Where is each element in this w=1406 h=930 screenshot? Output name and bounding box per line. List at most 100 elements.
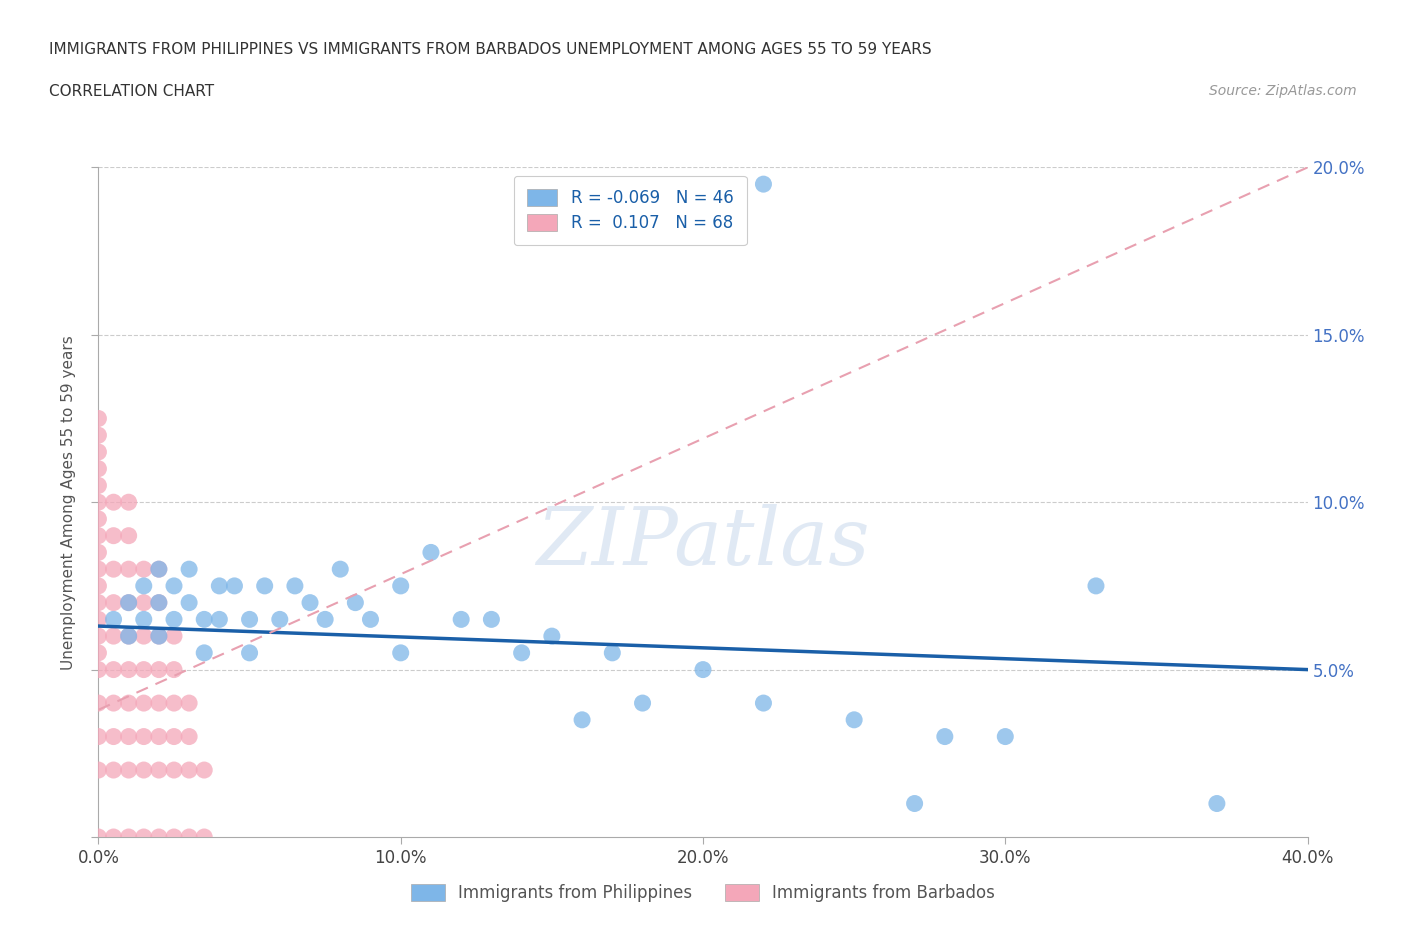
Point [224,578,246,593]
Point [752,696,775,711]
Point [132,612,155,627]
Point [103,729,125,744]
Point [118,662,141,677]
Point [284,578,307,593]
Point [389,645,412,660]
Text: Source: ZipAtlas.com: Source: ZipAtlas.com [1209,84,1357,98]
Point [103,696,125,711]
Point [103,763,125,777]
Point [269,612,291,627]
Point [193,612,215,627]
Point [118,830,141,844]
Point [87,478,110,493]
Point [1206,796,1229,811]
Point [692,662,714,677]
Point [118,629,141,644]
Point [87,830,110,844]
Point [420,545,443,560]
Point [540,629,562,644]
Point [193,645,215,660]
Point [87,512,110,526]
Point [148,595,170,610]
Point [193,763,215,777]
Point [118,696,141,711]
Point [163,696,186,711]
Point [299,595,322,610]
Point [118,629,141,644]
Point [103,528,125,543]
Point [87,445,110,459]
Point [148,696,170,711]
Point [179,595,201,610]
Point [132,595,155,610]
Point [87,578,110,593]
Point [87,461,110,476]
Text: CORRELATION CHART: CORRELATION CHART [49,84,214,99]
Point [163,830,186,844]
Point [360,612,382,627]
Point [163,763,186,777]
Point [103,562,125,577]
Point [904,796,927,811]
Point [179,562,201,577]
Point [87,662,110,677]
Point [103,595,125,610]
Point [994,729,1017,744]
Point [87,629,110,644]
Point [163,662,186,677]
Point [208,578,231,593]
Point [193,830,215,844]
Point [314,612,336,627]
Point [148,562,170,577]
Point [163,729,186,744]
Point [239,612,262,627]
Point [87,411,110,426]
Point [163,612,186,627]
Point [87,729,110,744]
Point [148,629,170,644]
Point [132,830,155,844]
Point [132,578,155,593]
Point [239,645,262,660]
Point [253,578,276,593]
Point [344,595,367,610]
Point [132,696,155,711]
Point [450,612,472,627]
Point [148,830,170,844]
Point [87,428,110,443]
Text: IMMIGRANTS FROM PHILIPPINES VS IMMIGRANTS FROM BARBADOS UNEMPLOYMENT AMONG AGES : IMMIGRANTS FROM PHILIPPINES VS IMMIGRANT… [49,42,932,57]
Point [148,629,170,644]
Point [87,528,110,543]
Point [132,729,155,744]
Point [103,830,125,844]
Point [87,696,110,711]
Point [103,629,125,644]
Point [329,562,352,577]
Point [179,696,201,711]
Point [118,763,141,777]
Legend: Immigrants from Philippines, Immigrants from Barbados: Immigrants from Philippines, Immigrants … [405,878,1001,909]
Point [118,595,141,610]
Point [87,545,110,560]
Point [118,495,141,510]
Point [132,763,155,777]
Point [87,645,110,660]
Point [103,495,125,510]
Point [602,645,624,660]
Point [148,729,170,744]
Point [103,662,125,677]
Point [510,645,533,660]
Point [389,578,412,593]
Point [752,177,775,192]
Y-axis label: Unemployment Among Ages 55 to 59 years: Unemployment Among Ages 55 to 59 years [60,335,76,670]
Point [148,562,170,577]
Point [132,662,155,677]
Point [87,495,110,510]
Point [118,562,141,577]
Point [844,712,866,727]
Point [87,595,110,610]
Point [208,612,231,627]
Point [163,629,186,644]
Point [179,830,201,844]
Point [148,662,170,677]
